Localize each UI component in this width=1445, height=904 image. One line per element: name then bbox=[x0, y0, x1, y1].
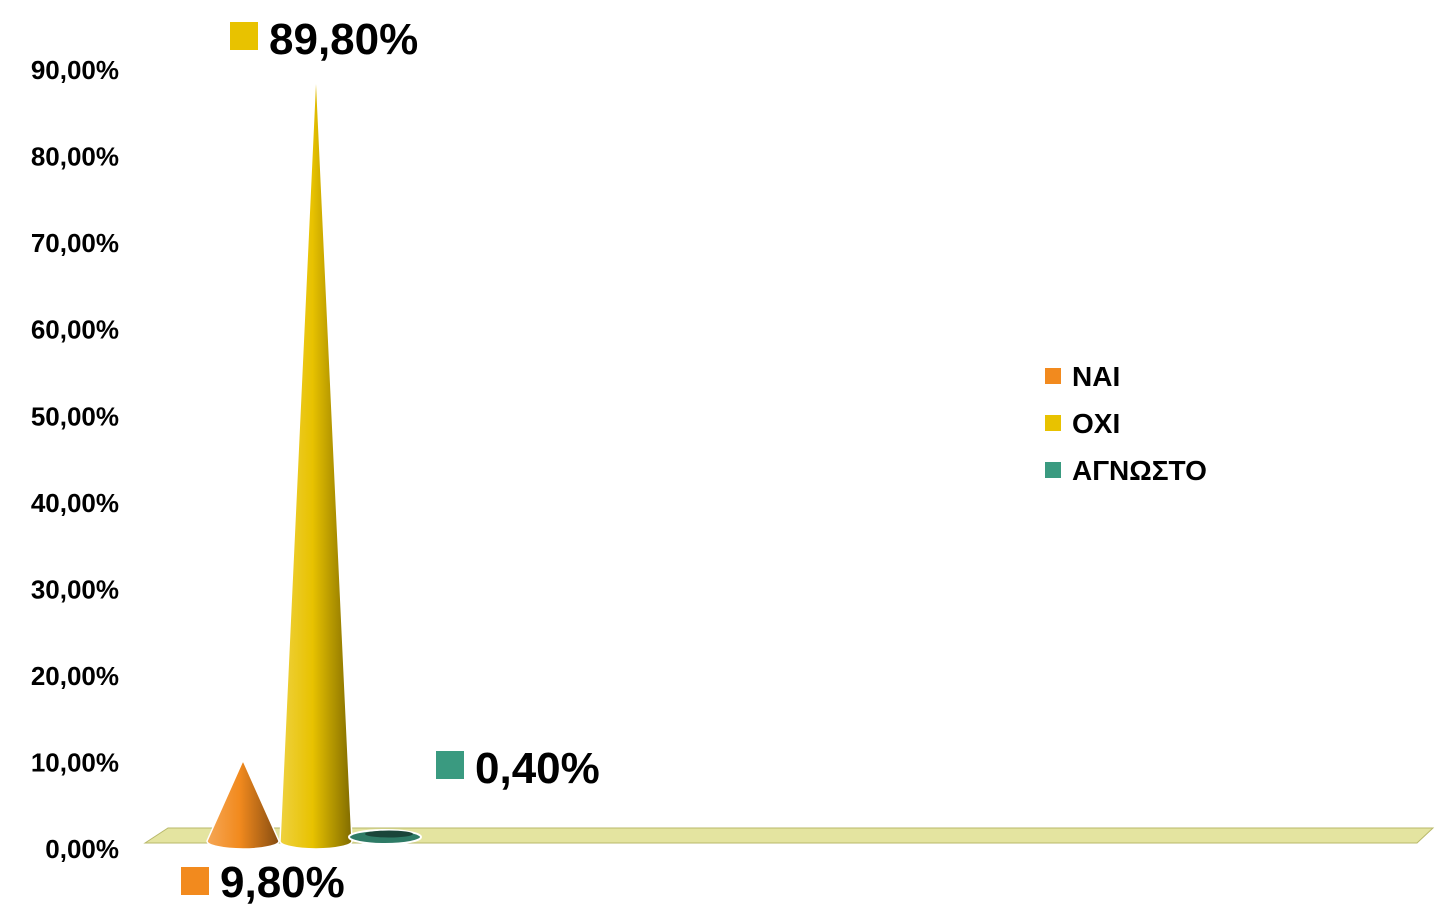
cone-3 bbox=[348, 829, 422, 845]
y-tick-label: 80,00% bbox=[31, 142, 119, 172]
data-label: 89,80% bbox=[269, 15, 418, 64]
data-label-marker bbox=[230, 22, 258, 50]
cone-2 bbox=[279, 67, 353, 850]
data-label-marker bbox=[436, 751, 464, 779]
y-tick-label: 40,00% bbox=[31, 488, 119, 518]
legend-label: ΟΧΙ bbox=[1072, 408, 1120, 439]
y-tick-label: 30,00% bbox=[31, 574, 119, 604]
chart-floor bbox=[143, 827, 1435, 844]
y-tick-label: 20,00% bbox=[31, 661, 119, 691]
y-tick-label: 70,00% bbox=[31, 228, 119, 258]
data-label: 0,40% bbox=[475, 744, 600, 793]
legend-swatch bbox=[1045, 462, 1061, 478]
y-tick-label: 90,00% bbox=[31, 55, 119, 85]
y-tick-label: 0,00% bbox=[45, 834, 119, 864]
data-label-marker bbox=[181, 867, 209, 895]
legend-label: ΝΑΙ bbox=[1072, 361, 1120, 392]
legend-label: ΑΓΝΩΣΤΟ bbox=[1072, 455, 1207, 486]
legend-swatch bbox=[1045, 368, 1061, 384]
cone-1 bbox=[206, 758, 280, 850]
y-tick-label: 50,00% bbox=[31, 401, 119, 431]
y-tick-label: 10,00% bbox=[31, 747, 119, 777]
legend-swatch bbox=[1045, 415, 1061, 431]
data-label: 9,80% bbox=[220, 858, 345, 904]
y-tick-label: 60,00% bbox=[31, 315, 119, 345]
